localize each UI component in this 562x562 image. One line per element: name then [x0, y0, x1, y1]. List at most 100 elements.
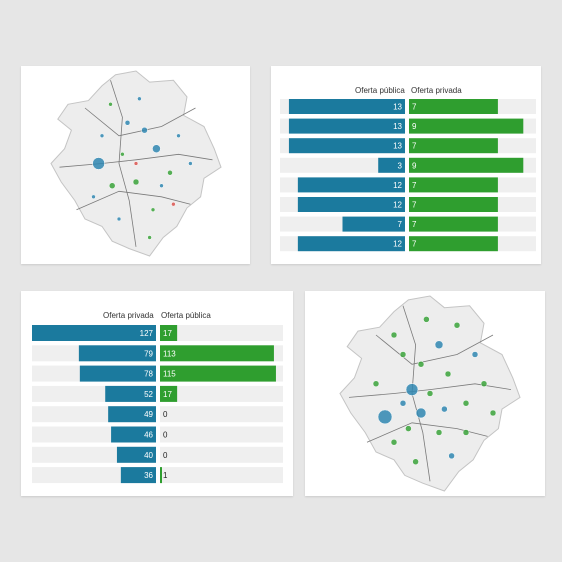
right-bar-value: 7 — [412, 142, 417, 151]
location-point — [167, 170, 173, 176]
left-bar — [111, 426, 156, 443]
right-bar — [160, 385, 178, 402]
bars-top-right: 13 713 913 73 912 712 77 712 7 — [280, 99, 536, 252]
left-bar — [378, 157, 405, 173]
right-bar-value: 9 — [412, 161, 417, 170]
right-bar-track — [160, 406, 283, 423]
right-bar-value: 0 — [163, 410, 168, 419]
map-top-left — [50, 70, 222, 257]
right-bar — [160, 325, 178, 341]
right-bar — [160, 345, 274, 362]
left-bar — [78, 345, 156, 362]
road-line — [84, 107, 196, 137]
left-bar-value: 46 — [144, 431, 153, 440]
location-point — [132, 178, 140, 186]
location-point — [405, 383, 419, 396]
left-bar-value: 127 — [140, 329, 154, 338]
left-bar — [105, 385, 156, 402]
map-card-top-left — [21, 66, 250, 264]
location-point — [188, 161, 193, 166]
right-bar-track — [160, 446, 283, 463]
location-point — [91, 194, 96, 200]
location-point — [480, 380, 488, 387]
left-bar — [288, 118, 405, 134]
location-point — [399, 351, 407, 358]
left-bar — [288, 99, 405, 114]
right-bar-value: 0 — [163, 431, 168, 440]
left-bar — [297, 197, 405, 212]
location-point — [444, 370, 452, 378]
left-bar-value: 12 — [393, 181, 402, 190]
road-line — [366, 422, 488, 443]
location-point — [137, 96, 142, 101]
right-bar-track — [160, 467, 283, 484]
location-point — [116, 216, 122, 222]
map-card-bottom-right — [305, 291, 545, 496]
left-bar-value: 13 — [393, 103, 402, 112]
right-bar — [409, 236, 498, 252]
location-point — [141, 126, 148, 134]
location-point — [152, 144, 161, 153]
location-point — [435, 429, 443, 436]
left-bar — [297, 236, 405, 252]
right-bar-value: 7 — [412, 181, 417, 190]
road-line — [59, 153, 213, 168]
location-point — [171, 201, 176, 207]
left-bar-value: 12 — [393, 240, 402, 249]
left-bar — [108, 406, 156, 423]
left-bar — [342, 216, 405, 232]
right-bar-value: 115 — [163, 370, 176, 379]
location-point — [390, 439, 398, 446]
location-point — [471, 351, 479, 358]
left-bar-value: 12 — [393, 201, 402, 210]
left-bar-track — [280, 157, 405, 173]
location-point — [150, 207, 156, 212]
location-point — [99, 133, 105, 138]
left-bar — [116, 446, 156, 463]
right-column-header: Oferta privada — [411, 86, 462, 95]
right-column-header: Oferta pública — [161, 311, 211, 320]
left-bar-value: 13 — [393, 122, 402, 131]
location-point — [377, 409, 393, 425]
location-point — [176, 133, 181, 138]
location-point — [399, 400, 407, 407]
right-bar — [409, 157, 524, 173]
location-point — [108, 182, 116, 189]
location-point — [453, 322, 461, 329]
right-bar — [160, 467, 162, 484]
left-bar-value: 78 — [144, 370, 153, 379]
left-column-header: Oferta pública — [355, 86, 405, 95]
left-bar-value: 7 — [398, 220, 403, 229]
left-bar — [120, 467, 156, 484]
bars-card-bottom-left: Oferta privada Oferta pública 127 17 79 113… — [21, 291, 293, 496]
left-bar-value: 49 — [144, 410, 153, 419]
left-bar-value: 79 — [144, 349, 153, 358]
right-bar-value: 9 — [412, 122, 417, 131]
right-bar-value: 7 — [412, 103, 417, 112]
right-bar-track — [160, 325, 283, 341]
left-bar — [297, 177, 405, 193]
road-line — [375, 334, 494, 365]
right-bar-value: 0 — [163, 451, 168, 460]
right-bar — [409, 216, 498, 232]
left-bar-value: 36 — [144, 471, 153, 480]
right-bar — [160, 365, 276, 382]
right-bar — [409, 138, 498, 154]
location-point — [448, 452, 455, 460]
map-bottom-right — [339, 295, 521, 492]
left-bar-value: 52 — [144, 390, 153, 399]
right-bar-value: 113 — [163, 349, 176, 358]
location-point — [423, 316, 430, 323]
location-point — [390, 331, 398, 339]
right-bar-value: 1 — [163, 471, 168, 480]
location-point — [434, 340, 444, 349]
left-bar — [288, 138, 405, 154]
right-bar-track — [160, 426, 283, 443]
right-bar-track — [160, 385, 283, 402]
location-point — [417, 361, 425, 368]
location-point — [108, 102, 113, 107]
location-point — [124, 120, 131, 126]
road-line — [110, 80, 137, 247]
location-point — [412, 458, 419, 465]
location-point — [426, 390, 434, 397]
